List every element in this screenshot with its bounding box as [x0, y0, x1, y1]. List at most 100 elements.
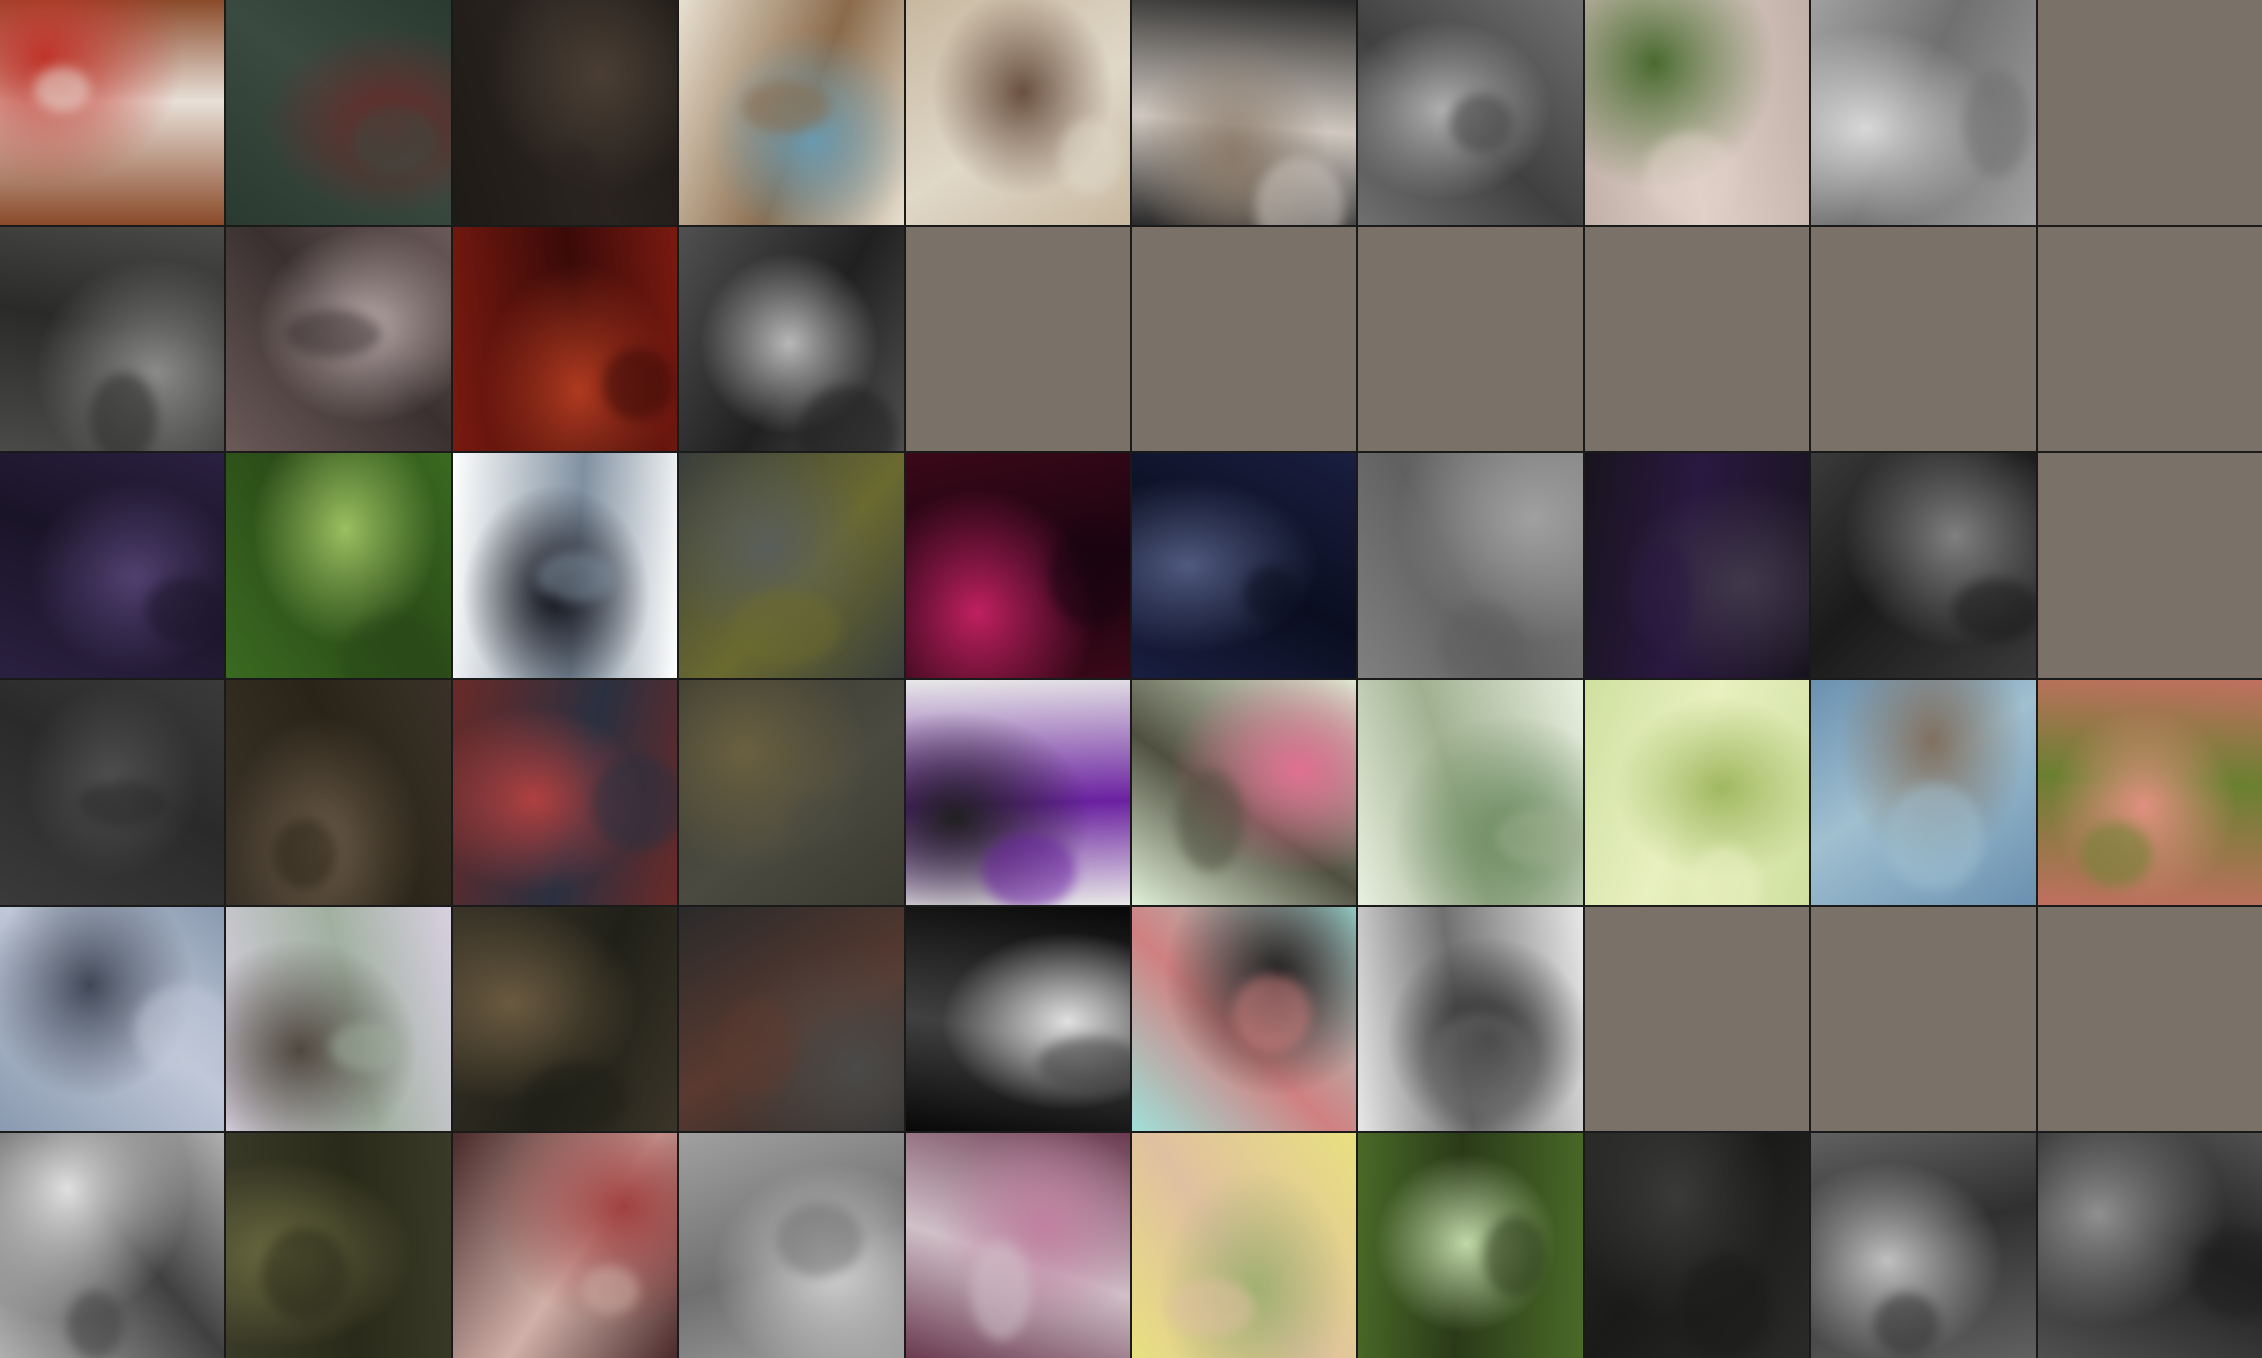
- photo-subject-shape: [78, 781, 169, 827]
- photo-subject-shape: [535, 552, 617, 602]
- photo-tile-hotdog-wrapper: [452, 1133, 678, 1358]
- empty-tile: [905, 226, 1130, 452]
- photo-tile-people-riding-elephants: [452, 680, 678, 905]
- photo-subject-shape: [134, 985, 225, 1076]
- photo-tile-elephant-herd-pink-grass: [1131, 680, 1357, 905]
- empty-tile: [1584, 226, 1810, 452]
- photo-tile-elephant-under-tent: [679, 680, 904, 905]
- photo-subject-shape: [775, 1202, 864, 1278]
- photo-subject-shape: [1484, 1216, 1547, 1298]
- photo-subject-shape: [1885, 783, 1984, 892]
- photo-tile-apartment-building-night: [452, 906, 678, 1132]
- photo-tile-elephant-in-river: [1811, 680, 2036, 905]
- photo-tile-elephant-legs-green: [1358, 680, 1583, 905]
- empty-tile: [1811, 906, 2036, 1132]
- photo-tile-foggy-harbor: [1358, 453, 1583, 678]
- photo-shading: [1358, 1133, 1583, 1358]
- photo-tile-ornate-building-clock: [1358, 906, 1583, 1132]
- photo-tile-sandwich-in-hand-grayscale: [2037, 1133, 2262, 1358]
- photo-subject-shape: [1645, 132, 1738, 216]
- photo-tile-pizza-yellow: [1131, 1133, 1357, 1358]
- photo-tile-donuts-coin-green: [1358, 1133, 1583, 1358]
- empty-tile: [2037, 906, 2262, 1132]
- empty-tile: [2037, 0, 2262, 225]
- photo-subject-shape: [284, 309, 382, 357]
- photo-subject-shape: [719, 998, 796, 1096]
- photo-subject-shape: [67, 1290, 124, 1358]
- photo-subject-shape: [273, 819, 337, 889]
- photo-tile-cooking-class-chefs: [1131, 0, 1357, 225]
- photo-tile-plated-meal-grayscale: [1811, 1133, 2036, 1358]
- photo-tile-boat-on-water: [0, 453, 225, 678]
- photo-subject-shape: [1037, 1036, 1130, 1091]
- photo-subject-shape: [2192, 1229, 2262, 1318]
- photo-subject-shape: [352, 105, 438, 176]
- photo-subject-shape: [580, 1265, 640, 1316]
- photo-subject-shape: [89, 372, 158, 452]
- photo-tile-snowy-mountain-harbor: [452, 453, 678, 678]
- photo-shading: [679, 906, 904, 1132]
- photo-tile-green-forest-hill: [226, 453, 451, 678]
- photo-shading: [1811, 453, 2036, 678]
- photo-tile-elephant-trunk-barn: [226, 680, 451, 905]
- photo-shading: [0, 453, 225, 678]
- photo-tile-kitchen-grayscale: [679, 226, 904, 452]
- photo-shading: [226, 906, 451, 1132]
- photo-subject-shape: [33, 67, 90, 113]
- photo-subject-shape: [786, 794, 852, 847]
- photo-tile-noodles-bowl-pink: [905, 1133, 1130, 1358]
- empty-tile: [1131, 226, 1357, 452]
- photo-subject-shape: [970, 1241, 1032, 1340]
- photo-subject-shape: [1495, 808, 1583, 867]
- photo-subject-shape: [1634, 540, 1693, 647]
- photo-tile-wrapped-food-olive: [226, 1133, 451, 1358]
- photo-tile-elephants-bathing-river: [1584, 680, 1810, 905]
- photo-subject-shape: [603, 347, 673, 420]
- photo-tile-kitchen-sink-faucet: [0, 226, 225, 452]
- photo-subject-shape: [145, 576, 225, 645]
- photo-tile-bed-with-water-bottles: [679, 0, 904, 225]
- photo-tile-boat-deck-chair: [679, 453, 904, 678]
- photo-tile-misty-lake-purple: [1584, 453, 1810, 678]
- photo-tile-elephants-dark-field: [0, 680, 225, 905]
- photo-tile-food-dark-closeup: [1584, 1133, 1810, 1358]
- photo-subject-shape: [1176, 769, 1245, 871]
- photo-tile-marina-blue-night: [1131, 453, 1357, 678]
- photo-subject-shape: [1690, 846, 1760, 905]
- photo-tile-dining-hall-grayscale: [1811, 0, 2036, 225]
- photo-tile-banquet-food-table: [1584, 0, 1810, 225]
- photo-shading: [452, 1133, 678, 1358]
- photo-tile-office-building-one-way-sign: [0, 906, 225, 1132]
- photo-subject-shape: [1874, 1292, 1940, 1356]
- photo-subject-shape: [591, 756, 678, 851]
- photo-tile-elephant-with-visitors: [905, 680, 1130, 905]
- photo-subject-shape: [1427, 1012, 1536, 1116]
- photo-subject-shape: [981, 832, 1077, 905]
- photo-subject-shape: [524, 1061, 628, 1132]
- photo-subject-shape: [1049, 527, 1130, 627]
- photo-tile-two-men-at-restaurant-table: [0, 0, 225, 225]
- photo-subject-shape: [340, 615, 449, 678]
- photo-subject-shape: [1952, 579, 2036, 643]
- empty-tile: [2037, 226, 2262, 452]
- empty-tile: [2037, 453, 2262, 678]
- photo-tile-vintage-class-photo: [1358, 0, 1583, 225]
- photo-subject-shape: [2080, 821, 2153, 887]
- photo-subject-shape: [1439, 603, 1525, 678]
- empty-tile: [1584, 906, 1810, 1132]
- photo-tile-street-clock: [1131, 906, 1357, 1132]
- photo-tile-seaplane-on-water: [1811, 453, 2036, 678]
- photo-tile-city-tower-dark: [679, 906, 904, 1132]
- photo-subject-shape: [742, 80, 830, 133]
- photo-tile-red-tiled-room: [452, 226, 678, 452]
- photo-subject-shape: [1244, 565, 1301, 622]
- photo-subject-shape: [547, 143, 606, 225]
- photo-shading: [1131, 680, 1357, 905]
- photo-tile-clock-tower-bw: [905, 906, 1130, 1132]
- photo-shading: [1358, 680, 1583, 905]
- photo-tile-elephant-and-calf: [2037, 680, 2262, 905]
- photo-subject-shape: [730, 590, 841, 665]
- empty-tile: [1811, 226, 2036, 452]
- photo-subject-shape: [1450, 94, 1514, 153]
